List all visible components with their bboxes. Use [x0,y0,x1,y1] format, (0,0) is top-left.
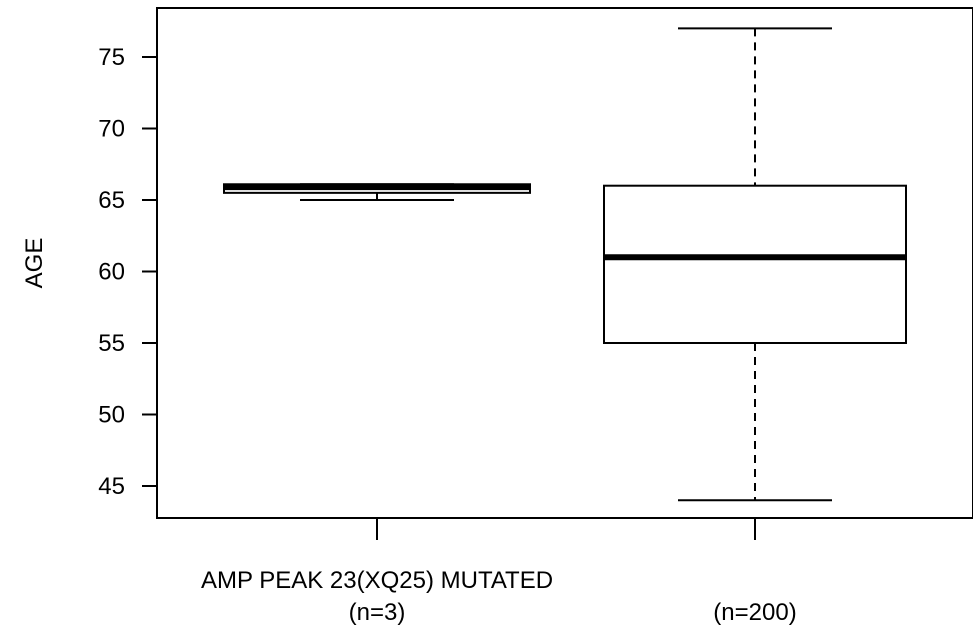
x-axis: AMP PEAK 23(XQ25) MUTATED (n=3) (n=200) [201,518,797,626]
y-tick-label: 65 [98,187,125,214]
y-tick-label: 75 [98,44,125,71]
x-category-label: AMP PEAK 23(XQ25) MUTATED [201,567,553,594]
y-tick-label: 45 [98,473,125,500]
y-tick-label: 70 [98,116,125,143]
box-group-2 [603,27,907,502]
box-group-1 [223,183,531,201]
y-tick-label: 55 [98,330,125,357]
plot-frame [156,7,973,519]
y-axis: 45 50 55 60 65 70 75 [98,44,157,500]
iqr-box [603,184,907,344]
y-tick-label: 60 [98,259,125,286]
x-category-label: (n=3) [349,599,406,626]
boxes [223,27,907,502]
y-axis-label: AGE [21,238,48,289]
y-tick-label: 50 [98,402,125,429]
x-category-label: (n=200) [713,599,796,626]
